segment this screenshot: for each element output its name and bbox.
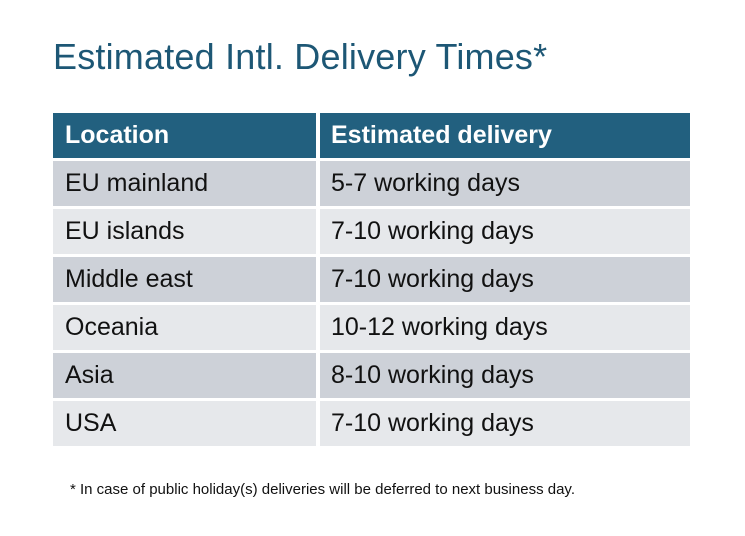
column-header-location: Location: [53, 113, 316, 158]
delivery-table: Location Estimated delivery EU mainland …: [53, 113, 690, 449]
location-cell: Middle east: [53, 257, 316, 302]
table-row: Middle east 7-10 working days: [53, 257, 690, 302]
delivery-cell: 7-10 working days: [320, 401, 690, 446]
delivery-cell: 7-10 working days: [320, 209, 690, 254]
table-row: Oceania 10-12 working days: [53, 305, 690, 350]
column-header-estimated-delivery: Estimated delivery: [320, 113, 690, 158]
location-cell: EU islands: [53, 209, 316, 254]
delivery-cell: 10-12 working days: [320, 305, 690, 350]
location-cell: Asia: [53, 353, 316, 398]
location-cell: Oceania: [53, 305, 316, 350]
table-row: Asia 8-10 working days: [53, 353, 690, 398]
delivery-cell: 5-7 working days: [320, 161, 690, 206]
table-row: USA 7-10 working days: [53, 401, 690, 446]
page-title: Estimated Intl. Delivery Times*: [53, 36, 548, 77]
delivery-cell: 8-10 working days: [320, 353, 690, 398]
footnote: * In case of public holiday(s) deliverie…: [70, 481, 575, 498]
location-cell: EU mainland: [53, 161, 316, 206]
location-cell: USA: [53, 401, 316, 446]
delivery-cell: 7-10 working days: [320, 257, 690, 302]
table-row: EU mainland 5-7 working days: [53, 161, 690, 206]
table-row: EU islands 7-10 working days: [53, 209, 690, 254]
table-header-row: Location Estimated delivery: [53, 113, 690, 158]
